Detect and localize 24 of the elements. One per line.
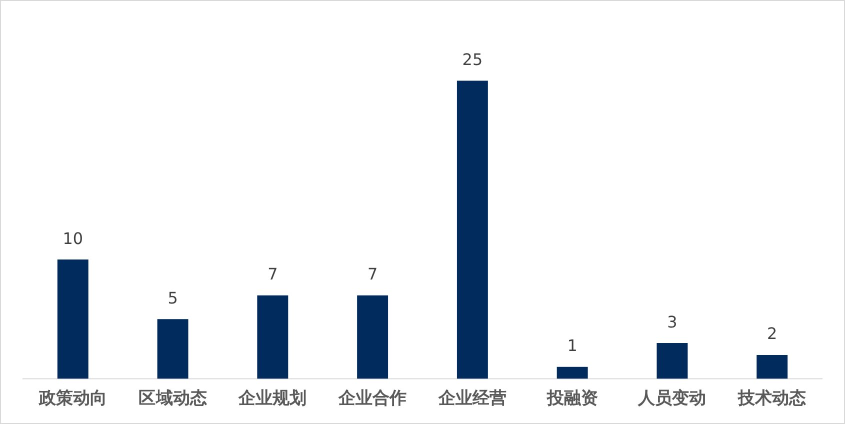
bar [456, 80, 488, 379]
x-tick-label: 企业合作 [338, 387, 407, 408]
data-label: 7 [367, 264, 378, 284]
x-tick-label: 区域动态 [138, 387, 207, 408]
x-tick-label: 企业规划 [238, 387, 307, 408]
data-label: 3 [667, 312, 678, 332]
bar [556, 366, 588, 379]
bar [257, 295, 288, 379]
data-label: 25 [462, 50, 483, 69]
x-tick-label: 投融资 [546, 387, 598, 408]
data-label: 10 [62, 228, 84, 248]
x-tick-label: 技术动态 [737, 387, 806, 408]
bar [756, 354, 788, 379]
data-label: 1 [567, 336, 578, 356]
x-tick-label: 政策动向 [38, 387, 107, 408]
bar [357, 295, 388, 379]
bar [57, 260, 88, 379]
data-label: 7 [268, 264, 278, 284]
x-tick-label: 人员变动 [637, 387, 706, 408]
bar [157, 319, 188, 379]
data-label: 2 [767, 324, 778, 344]
data-label: 5 [168, 288, 178, 308]
bar [656, 343, 688, 379]
x-tick-label: 企业经营 [437, 387, 506, 408]
